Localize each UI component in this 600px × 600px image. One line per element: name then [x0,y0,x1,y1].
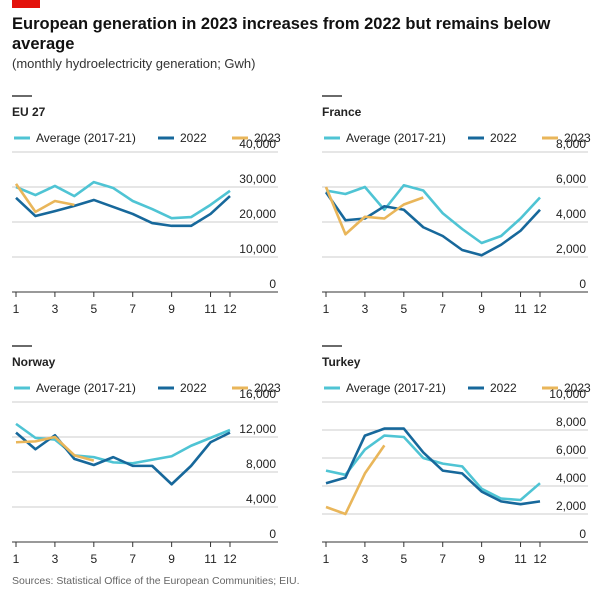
subtitle: (monthly hydroelectricity generation; Gw… [12,56,256,71]
y-tick-label: 8,000 [556,415,586,429]
x-tick-label: 11 [204,302,217,316]
x-tick-label: 7 [129,302,136,316]
x-tick-label: 11 [514,552,527,566]
legend-label: 2023 [564,131,591,145]
brand-bar [12,0,40,8]
source: Sources: Statistical Office of the Europ… [12,575,300,587]
series-line [15,180,231,220]
legend-label: 2022 [180,131,207,145]
y-tick-label: 6,000 [556,172,586,186]
x-tick-label: 12 [223,302,237,316]
panel-title: Norway [12,355,56,369]
y-tick-label: 6,000 [556,443,586,457]
legend-label: 2022 [180,381,207,395]
y-tick-label: 30,000 [239,172,276,186]
legend-label: Average (2017-21) [346,131,446,145]
x-tick-label: 3 [362,302,369,316]
x-tick-label: 3 [52,302,59,316]
x-tick-label: 12 [223,552,237,566]
y-tick-label: 2,000 [556,242,586,256]
legend-label: 2022 [490,381,517,395]
panel-title: France [322,105,362,119]
x-tick-label: 5 [90,302,97,316]
y-tick-label: 12,000 [239,422,276,436]
legend-label: 2023 [254,131,281,145]
series-line [15,435,95,462]
x-tick-label: 9 [168,552,175,566]
x-tick-label: 3 [52,552,59,566]
series-line [325,427,541,506]
x-tick-label: 12 [533,552,547,566]
series-line [15,195,231,228]
y-tick-label: 40,000 [239,137,276,151]
y-tick-label: 10,000 [549,387,586,401]
legend-label: 2022 [490,131,517,145]
x-tick-label: 11 [514,302,527,316]
y-tick-label: 4,000 [246,492,276,506]
x-tick-label: 1 [13,302,20,316]
x-tick-label: 5 [90,552,97,566]
y-tick-label: 0 [579,277,586,291]
x-tick-label: 5 [400,552,407,566]
x-tick-label: 5 [400,302,407,316]
x-tick-label: 9 [478,302,485,316]
x-tick-label: 7 [439,552,446,566]
x-tick-label: 7 [129,552,136,566]
y-tick-label: 10,000 [239,242,276,256]
legend-label: Average (2017-21) [346,381,446,395]
y-tick-label: 0 [269,277,276,291]
x-tick-label: 1 [13,552,20,566]
x-tick-label: 1 [323,552,330,566]
series-line [325,183,541,245]
legend-label: 2023 [254,381,281,395]
legend-label: Average (2017-21) [36,381,136,395]
y-tick-label: 0 [579,527,586,541]
legend-label: Average (2017-21) [36,131,136,145]
panel-title: EU 27 [12,105,46,119]
x-tick-label: 11 [204,552,217,566]
y-tick-label: 4,000 [556,207,586,221]
y-tick-label: 8,000 [246,457,276,471]
panel-title: Turkey [322,355,361,369]
title: European generation in 2023 increases fr… [12,15,551,53]
y-tick-label: 20,000 [239,207,276,221]
y-tick-label: 4,000 [556,471,586,485]
x-tick-label: 3 [362,552,369,566]
y-tick-label: 8,000 [556,137,586,151]
x-tick-label: 9 [478,552,485,566]
x-tick-label: 9 [168,302,175,316]
series-line [324,186,424,236]
series-line [325,444,386,516]
legend-label: 2023 [564,381,591,395]
x-tick-label: 12 [533,302,547,316]
series-line [15,431,231,486]
y-tick-label: 2,000 [556,499,586,513]
x-tick-label: 7 [439,302,446,316]
x-tick-label: 1 [323,302,330,316]
series-line [14,183,75,214]
y-tick-label: 16,000 [239,387,276,401]
y-tick-label: 0 [269,527,276,541]
